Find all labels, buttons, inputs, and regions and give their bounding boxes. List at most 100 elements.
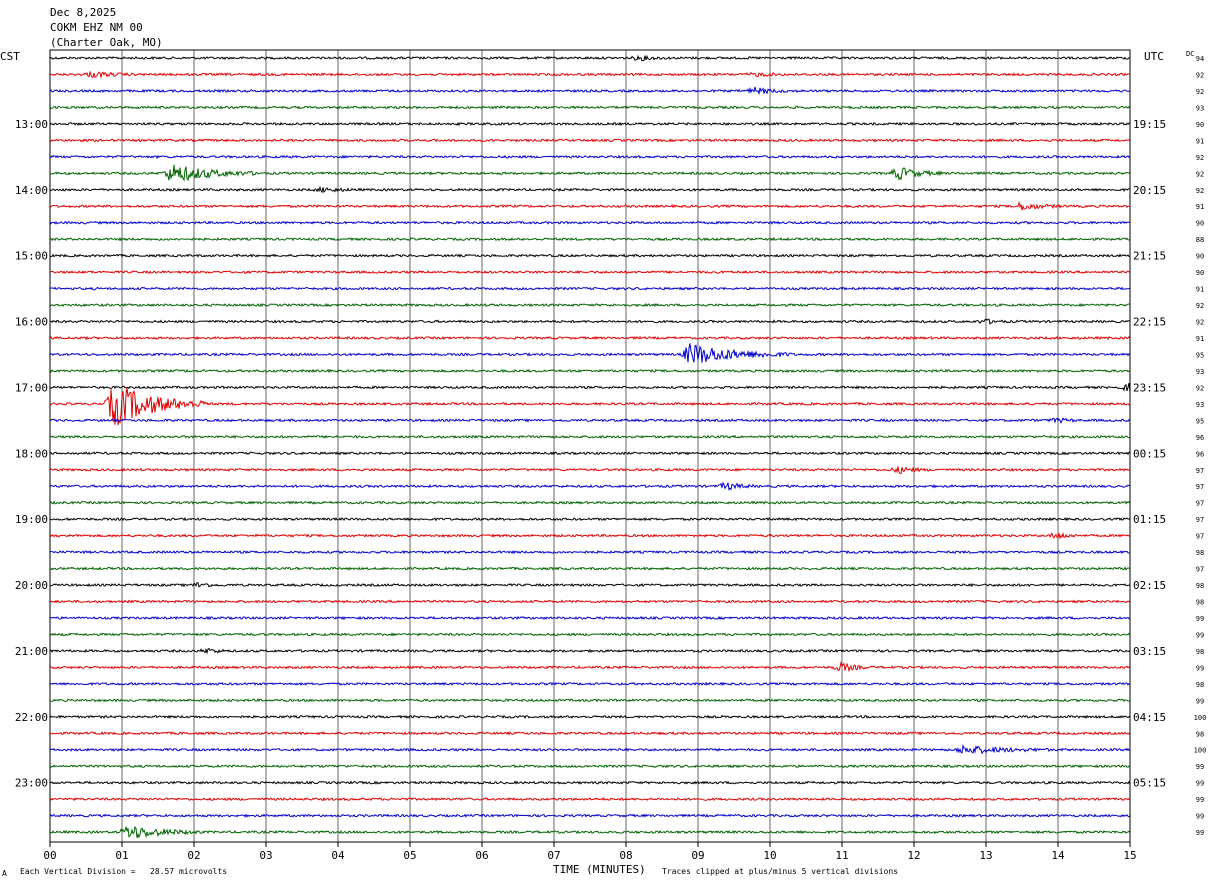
dc-offset-label: 99 [1196,631,1204,639]
dc-offset-label: 97 [1196,533,1204,541]
header-date: Dec 8,2025 [50,6,117,19]
trace-line [49,566,1130,571]
trace-line [49,647,1131,655]
dc-offset-label: 92 [1196,88,1204,96]
dc-offset-label: 93 [1196,104,1204,112]
trace-line [49,714,1131,720]
trace-line [49,286,1131,291]
dc-offset-label: 98 [1196,681,1204,689]
dc-offset-label: 99 [1196,763,1204,771]
dc-offset-label: 92 [1196,170,1204,178]
trace-line [49,434,1131,439]
left-time-label: 13:00 [15,118,48,131]
trace-line [49,185,1130,194]
left-time-label: 17:00 [15,381,48,394]
right-time-label: 21:15 [1133,250,1166,263]
plot-header: Dec 8,2025 COKM EHZ NM 00 (Charter Oak, … [50,5,163,50]
trace-line [49,302,1131,308]
trace-line [49,698,1131,703]
corner-mark: A [2,869,7,878]
right-zone-label: UTC [1144,50,1164,63]
trace-line [49,481,1131,491]
x-tick-label: 05 [403,849,416,862]
dc-offset-label: 97 [1196,500,1204,508]
dc-offset-label: 100 [1194,747,1207,755]
trace-line [50,253,1131,258]
dc-offset-label: 93 [1196,401,1204,409]
x-tick-label: 08 [619,849,632,862]
left-zone-label: CST [0,50,20,63]
right-time-label: 04:15 [1133,711,1166,724]
dc-offset-label: 94 [1196,55,1204,63]
dc-column-label: DC [1186,50,1195,58]
dc-offset-label: 92 [1196,187,1204,195]
x-tick-label: 13 [979,849,992,862]
right-time-label: 20:15 [1133,184,1166,197]
trace-line [49,220,1131,225]
dc-offset-label: 91 [1196,137,1204,145]
dc-offset-label: 98 [1196,730,1204,738]
left-time-label: 23:00 [15,777,48,790]
x-tick-label: 12 [907,849,920,862]
x-tick-label: 02 [187,849,200,862]
left-time-label: 19:00 [15,513,48,526]
trace-line [49,500,1131,505]
dc-offset-label: 97 [1196,467,1204,475]
dc-offset-label: 90 [1196,121,1204,129]
trace-line [49,813,1131,818]
trace-line [49,335,1131,341]
left-time-label: 14:00 [15,184,48,197]
right-time-label: 02:15 [1133,579,1166,592]
trace-line [49,70,1131,79]
x-tick-label: 06 [475,849,488,862]
trace-line [49,796,1131,802]
trace-line [49,615,1131,621]
trace-line [49,387,1131,426]
x-tick-label: 10 [763,849,776,862]
dc-offset-label: 91 [1196,286,1204,294]
trace-line [49,780,1131,785]
dc-offset-label: 92 [1196,302,1204,310]
dc-offset-label: 90 [1196,269,1204,277]
dc-offset-label: 92 [1196,154,1204,162]
dc-offset-label: 100 [1194,714,1207,722]
trace-line [49,164,1131,182]
trace-line [49,138,1131,143]
trace-line [49,660,1131,673]
right-time-label: 23:15 [1133,381,1166,394]
x-tick-label: 15 [1123,849,1136,862]
dc-offset-label: 99 [1196,829,1204,837]
dc-offset-label: 88 [1196,236,1204,244]
x-tick-label: 01 [115,849,128,862]
left-time-label: 22:00 [15,711,48,724]
trace-line [49,343,1131,363]
trace-line [49,368,1131,374]
x-axis-title: TIME (MINUTES) [553,863,646,876]
trace-line [49,236,1131,242]
right-time-label: 05:15 [1133,777,1166,790]
trace-line [49,582,1131,588]
dc-offset-label: 96 [1196,450,1204,458]
clip-note: Traces clipped at plus/minus 5 vertical … [662,867,899,876]
left-time-label: 18:00 [15,447,48,460]
trace-line [49,731,1131,736]
left-time-label: 21:00 [15,645,48,658]
dc-offset-label: 99 [1196,664,1204,672]
dc-offset-label: 96 [1196,434,1204,442]
trace-line [49,86,1131,96]
dc-offset-label: 92 [1196,319,1204,327]
trace-line [49,121,1131,127]
dc-offset-label: 98 [1196,648,1204,656]
x-tick-label: 00 [43,849,56,862]
dc-offset-label: 92 [1196,71,1204,79]
dc-offset-label: 90 [1196,220,1204,228]
trace-line [49,466,1131,475]
right-time-label: 00:15 [1133,447,1166,460]
dc-offset-label: 99 [1196,813,1204,821]
dc-offset-label: 95 [1196,351,1204,359]
header-station: COKM EHZ NM 00 [50,21,143,34]
left-time-label: 16:00 [15,316,48,329]
x-tick-label: 09 [691,849,704,862]
x-tick-label: 04 [331,849,345,862]
